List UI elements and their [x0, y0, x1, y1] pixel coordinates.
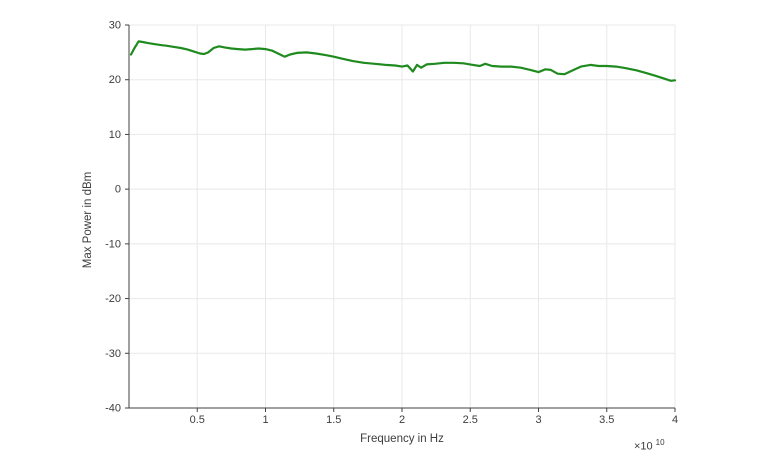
x-tick-label: 3.5	[599, 414, 614, 426]
x-tick-label: 4	[672, 414, 678, 426]
x-axis-multiplier: ×10 10	[634, 438, 665, 453]
x-tick-label: 3	[535, 414, 541, 426]
y-tick-label: -40	[105, 403, 121, 415]
max-power-series-line	[129, 40, 677, 82]
y-tick-label: 20	[109, 74, 121, 86]
x-tick-label: 1	[262, 414, 268, 426]
y-tick-label: -30	[105, 348, 121, 360]
y-tick-label: 30	[109, 20, 121, 32]
x-axis-multiplier-exponent: 10	[655, 438, 665, 447]
y-tick-label: -10	[105, 238, 121, 250]
x-axis-multiplier-base: ×10	[634, 440, 653, 453]
y-tick-label: 0	[115, 184, 121, 196]
x-tick-label: 2.5	[463, 414, 478, 426]
y-axis-label: Max Power in dBm	[82, 171, 94, 269]
x-tick-label: 2	[399, 414, 405, 426]
x-tick-label: 1.5	[326, 414, 341, 426]
y-tick-label: 10	[109, 129, 121, 141]
y-tick-label: -20	[105, 293, 121, 305]
x-tick-label: 0.5	[190, 414, 205, 426]
x-axis-label: Frequency in Hz	[360, 433, 444, 445]
